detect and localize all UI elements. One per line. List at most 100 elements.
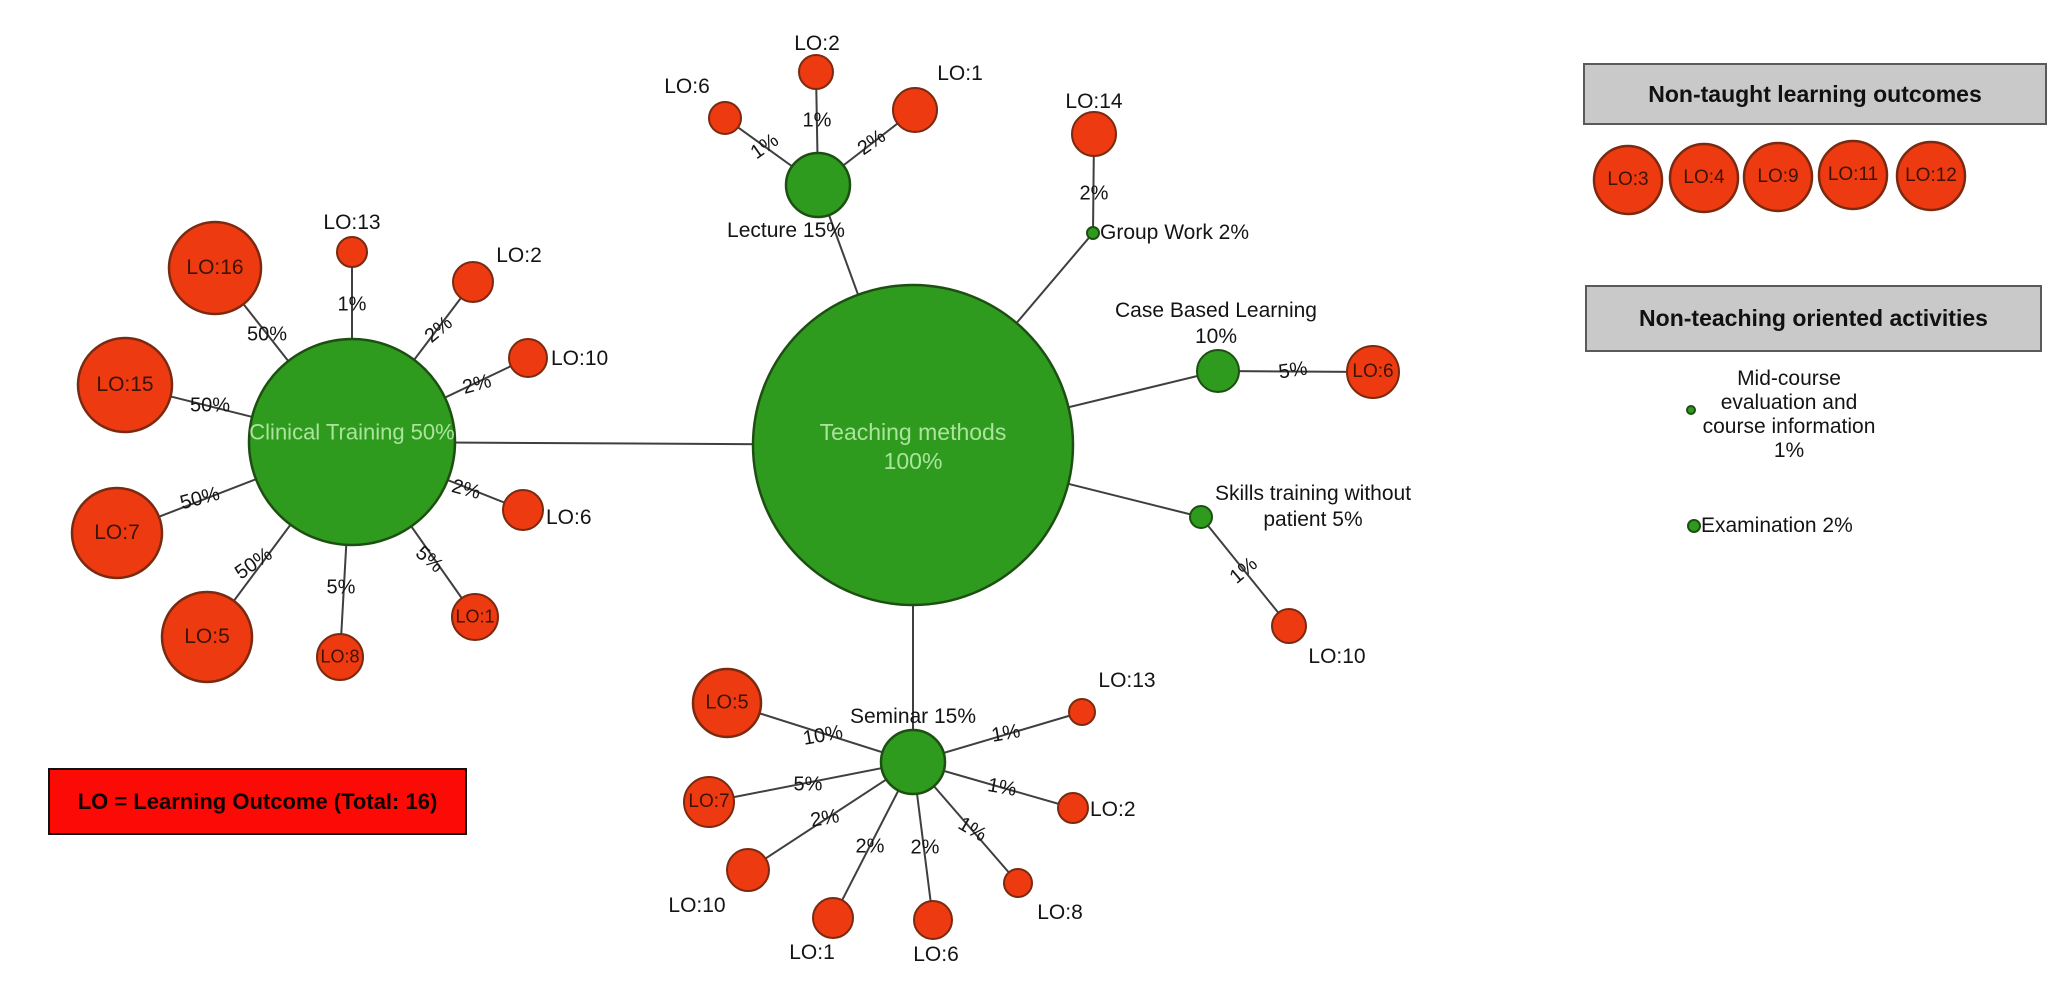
label-midcourse-label-line-0: Mid-course [1737,367,1841,390]
label-midcourse-label-line-3: 1% [1773,439,1805,462]
label-panel-lo9-inner: LO:9 [1757,166,1799,188]
node-seminar-lo13 [1068,698,1096,726]
label-lecture-label: Lecture 15% [727,218,845,242]
node-panel-lo11 [1817,139,1889,211]
label-pct-seminar-lo13: 1% [989,720,1023,747]
label-seminar-lo2-label: LO:2 [1090,797,1136,821]
label-clinical-lo6-label: LO:6 [546,505,592,529]
label-clinical-lo1-inner: LO:1 [455,606,495,627]
node-teaching-methods [751,283,1075,607]
label-pct-lecture-lo2: 1% [802,109,832,132]
label-case-based-label-line-1: 10% [1194,325,1238,348]
label-panel-lo3-inner: LO:3 [1607,169,1649,191]
label-midcourse-label-line-2: course information [1702,415,1876,438]
label-lecture-lo2-label: LO:2 [794,31,840,55]
node-seminar-lo6 [913,900,953,940]
label-panel-lo11-inner: LO:11 [1827,164,1879,186]
label-clinical-lo16-inner: LO:16 [186,255,244,279]
label-seminar-lo1-label: LO:1 [789,940,835,964]
label-case-based-label-line-0: Case Based Learning [1115,299,1317,322]
label-midcourse-label: Mid-course evaluation and course informati… [1703,367,1876,463]
label-seminar-lo13-label: LO:13 [1098,668,1156,692]
label-examination-label: Examination 2% [1701,513,1853,537]
label-pct-clinical-lo13: 1% [337,293,367,316]
node-panel-lo9 [1742,141,1814,213]
edge-23 [708,761,914,803]
node-group-work [1086,226,1100,240]
label-case-lo6-inner: LO:6 [1352,361,1394,383]
label-seminar-lo8-label: LO:8 [1037,900,1083,924]
node-seminar-lo1 [812,897,854,939]
node-lecture-lo2 [798,54,834,90]
node-case-lo6 [1346,345,1400,399]
node-skills-lo10 [1271,608,1307,644]
label-panel-lo12-inner: LO:12 [1905,165,1957,187]
node-clinical-lo2 [452,261,494,303]
label-pct-seminar-lo10: 2% [808,805,842,832]
node-lecture-lo6 [708,101,742,135]
non-teaching-header-title: Non-teaching oriented activities [1639,305,1988,331]
label-pct-groupwork-lo14: 2% [1079,182,1109,205]
label-clinical-lo5-inner: LO:5 [184,624,230,648]
label-lecture-lo1-label: LO:1 [937,61,983,85]
label-clinical-lo7-inner: LO:7 [94,520,140,544]
label-pct-seminar-lo7: 5% [793,773,823,796]
node-seminar-lo2 [1057,792,1089,824]
label-lecture-lo6-label: LO:6 [664,74,710,98]
non-taught-header: Non-taught learning outcomes [1583,63,2047,125]
label-skills-label-line-0: Skills training without [1214,482,1412,505]
label-clinical-training-label: Clinical Training 50% [249,419,455,445]
node-midcourse-dot [1686,405,1696,415]
node-clinical-lo16 [167,220,263,316]
node-clinical-lo8 [316,633,364,681]
label-seminar-label: Seminar 15% [849,704,977,728]
label-case-based-label: Case Based Learning 10% [1115,298,1317,350]
label-clinical-lo2-label: LO:2 [496,243,542,267]
node-examination-dot [1687,519,1701,533]
label-group-work-label: Group Work 2% [1100,220,1249,244]
label-midcourse-label-line-1: evaluation and [1720,391,1858,414]
label-clinical-lo10-label: LO:10 [551,346,609,370]
node-groupwork-lo14 [1071,111,1117,157]
node-clinical-lo6 [502,489,544,531]
node-panel-lo12 [1895,140,1967,212]
node-clinical-training [247,337,457,547]
node-lecture [784,151,852,219]
node-clinical-lo5 [160,590,254,684]
edge-11 [1200,516,1290,627]
label-panel-lo4-inner: LO:4 [1683,167,1725,189]
label-pct-clinical-lo15: 50% [189,394,231,417]
non-taught-header-title: Non-taught learning outcomes [1648,80,1982,107]
label-seminar-lo6-label: LO:6 [913,942,959,966]
label-skills-label-line-1: patient 5% [1263,508,1363,531]
label-seminar-lo7-inner: LO:7 [688,791,730,813]
node-panel-lo4 [1668,142,1740,214]
node-skills-training [1189,505,1213,529]
node-lecture-lo1 [892,87,938,133]
node-clinical-lo15 [76,336,174,434]
label-teaching-methods-label-line-1: 100% [883,448,943,474]
node-seminar [879,728,947,796]
node-seminar-lo7 [683,776,735,828]
label-pct-clinical-lo8: 5% [326,576,356,599]
label-skills-lo10-label: LO:10 [1308,644,1366,668]
label-clinical-lo8-inner: LO:8 [320,646,360,667]
node-clinical-lo13 [336,236,368,268]
node-seminar-lo10 [726,848,770,892]
node-clinical-lo10 [508,338,548,378]
node-seminar-lo8 [1003,868,1033,898]
label-pct-seminar-lo1: 2% [855,835,885,858]
label-seminar-lo5-inner: LO:5 [705,691,749,714]
non-teaching-header: Non-teaching oriented activities [1585,285,2042,352]
label-pct-clinical-lo16: 50% [246,323,288,346]
label-seminar-lo10-label: LO:10 [668,893,726,917]
label-clinical-lo13-label: LO:13 [323,210,381,234]
label-pct-seminar-lo2: 1% [985,774,1019,801]
label-pct-case-lo6: 5% [1277,357,1309,384]
legend-text: LO = Learning Outcome (Total: 16) [77,788,438,814]
label-groupwork-lo14-label: LO:14 [1065,89,1123,113]
node-clinical-lo7 [70,486,164,580]
label-clinical-lo15-inner: LO:15 [96,372,154,396]
